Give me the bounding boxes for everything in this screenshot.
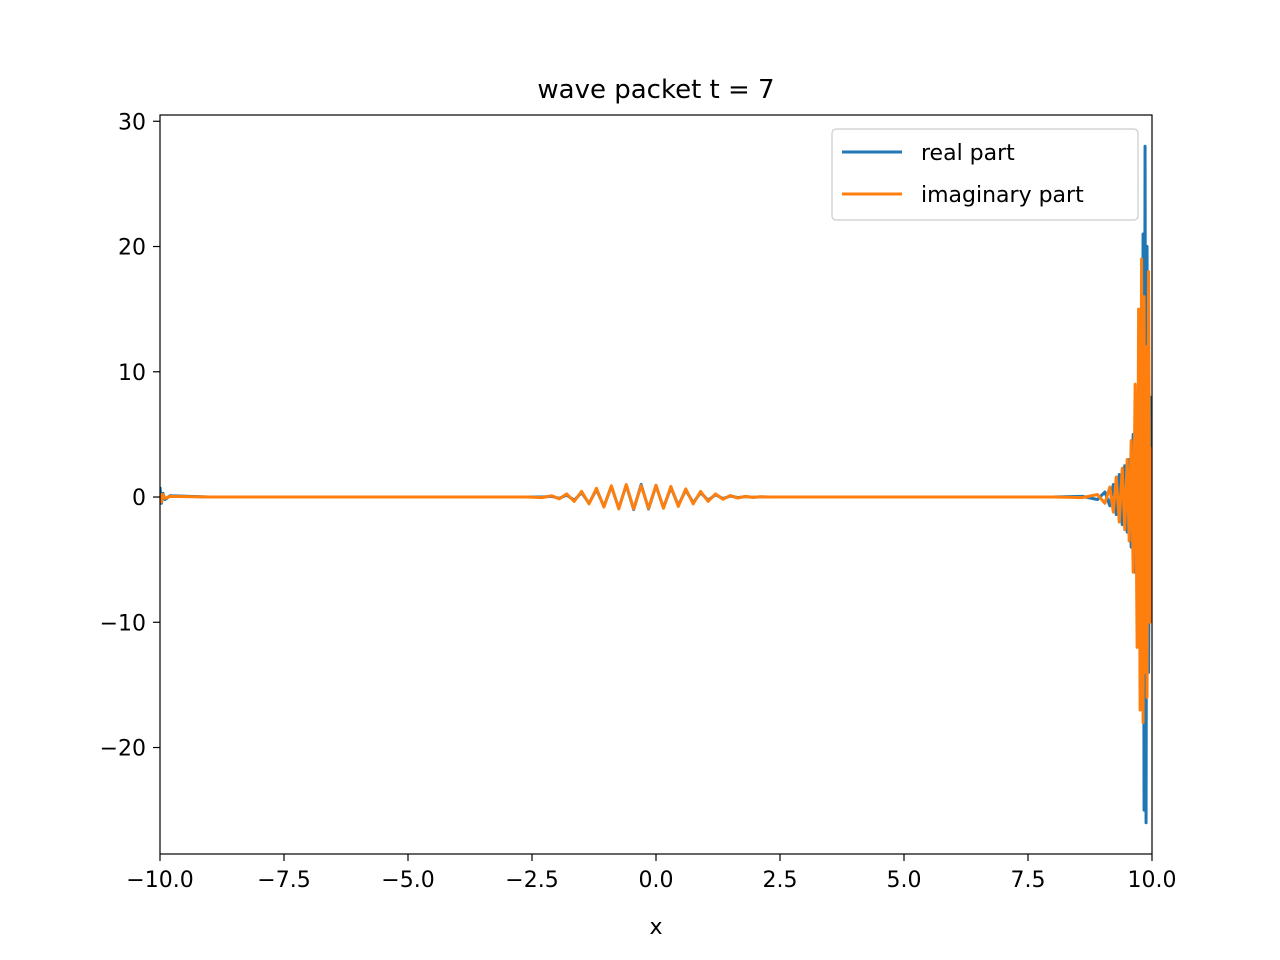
legend-label-imaginary-part: imaginary part xyxy=(921,183,1084,208)
series-line-imaginary-part xyxy=(160,257,1152,724)
y-tick-label: −10 xyxy=(100,611,146,636)
x-tick-label: 0.0 xyxy=(639,868,674,893)
y-tick-label: 0 xyxy=(132,486,146,511)
x-axis: −10.0 −7.5 −5.0 −2.5 0.0 2.5 5.0 7.5 10.0 xyxy=(126,854,1176,893)
x-tick-label: 5.0 xyxy=(887,868,922,893)
chart-title: wave packet t = 7 xyxy=(537,75,774,105)
y-tick-label: 10 xyxy=(118,361,146,386)
y-tick-label: 30 xyxy=(118,110,146,135)
legend-label-real-part: real part xyxy=(921,141,1015,166)
y-axis: −20 −10 0 10 20 30 xyxy=(100,110,160,762)
x-axis-label: x xyxy=(649,915,662,940)
series-layer xyxy=(160,144,1152,825)
x-tick-label: 7.5 xyxy=(1011,868,1046,893)
legend: real part imaginary part xyxy=(831,128,1139,221)
x-tick-label: −7.5 xyxy=(257,868,310,893)
x-tick-label: 2.5 xyxy=(763,868,798,893)
x-tick-label: −2.5 xyxy=(505,868,558,893)
x-tick-label: −10.0 xyxy=(126,868,193,893)
y-tick-label: 20 xyxy=(118,236,146,261)
y-tick-label: −20 xyxy=(100,737,146,762)
x-tick-label: 10.0 xyxy=(1128,868,1177,893)
legend-box xyxy=(831,128,1139,221)
x-tick-label: −5.0 xyxy=(381,868,434,893)
